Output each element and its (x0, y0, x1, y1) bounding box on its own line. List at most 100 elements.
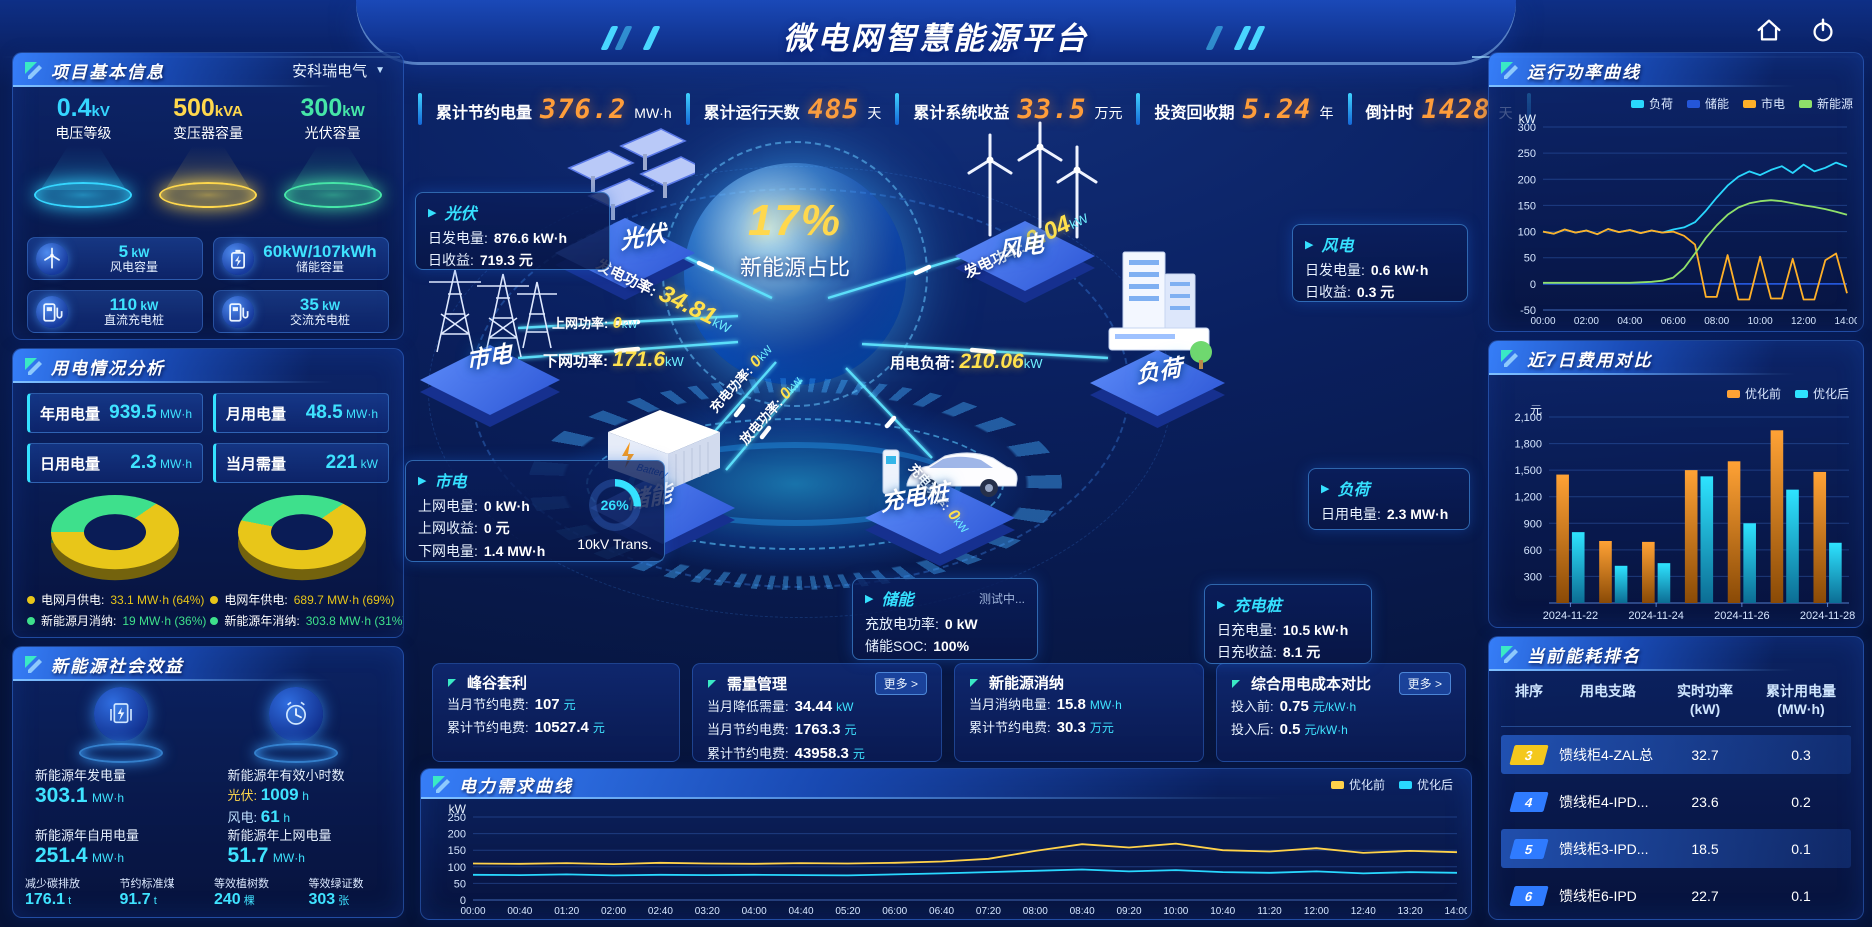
node-load[interactable] (1075, 240, 1240, 430)
capacity-card-body: 60kW/107kWh 储能容量 (260, 242, 380, 275)
capacity-pedestals: 0.4kV 电压等级 500kVA 变压器容量 300kW 光伏容量 (21, 95, 395, 231)
renewable-benefit-panel: 新能源社会效益 (12, 646, 404, 918)
clock-icon (285, 701, 306, 725)
home-icon[interactable] (1754, 16, 1784, 44)
solar-energy-icon (109, 703, 132, 724)
svg-text:200: 200 (448, 829, 466, 841)
svg-text:2,100: 2,100 (1514, 412, 1542, 424)
storage-info-card: ▶ 储能 测试中... 充放电功率: 0 kW 储能SOC: 100% (852, 578, 1038, 660)
capacity-cards: 5 kW 风电容量 60kW/107kWh 储能容量 110 kW 直流充电桩 35 kW 交… (27, 237, 389, 333)
benefit-card-row: 累计节约电费: 43958.3 元 (707, 742, 927, 765)
chevron-right-icon: ▶ (428, 206, 437, 219)
row-label: 当月节约电费: (447, 697, 529, 712)
svg-text:12:00: 12:00 (1304, 906, 1329, 917)
row-value: 0.75 (1279, 698, 1309, 715)
legend-item[interactable]: 市电 (1742, 95, 1785, 112)
legend-item[interactable]: 电网月供电: 33.1 MW·h (64%) (27, 591, 206, 608)
legend-item[interactable]: 电网年供电: 689.7 MW·h (69%) (210, 591, 403, 608)
table-row[interactable]: 5 馈线柜3-IPD... 18.5 0.1 (1501, 829, 1851, 868)
pedestal-cone (164, 146, 251, 191)
more-button[interactable]: 更多 > (874, 672, 927, 695)
legend-item[interactable]: 新能源 (1798, 95, 1853, 112)
row-unit: 元 (563, 698, 576, 712)
benefit-metric-value: 91.7 t (119, 891, 157, 908)
column-header: 排序 (1515, 683, 1543, 699)
wind-turbines-icon (967, 121, 1098, 239)
pv-info-card: ▶ 光伏 日发电量: 876.6 kW·h 日收益: 719.3 元 (415, 192, 610, 270)
legend-item[interactable]: 负荷 (1630, 95, 1673, 112)
usage-chip-value: 939.5 MW·h (109, 402, 192, 423)
chevron-right-icon: ▶ (1305, 238, 1314, 251)
row-label: 当月节约电费: (707, 722, 789, 738)
hours-pedestal (253, 687, 338, 763)
stat-unit: 年 (1319, 104, 1334, 121)
legend-item[interactable]: 优化后 (1398, 776, 1453, 793)
benefit-metric-label: 节约标准煤 (119, 878, 175, 890)
legend-value: 33.1 MW·h (64%) (110, 592, 205, 607)
node-charger[interactable] (840, 412, 1035, 567)
usage-chip: 月用电量 48.5 MW·h (213, 393, 389, 433)
title-decor-right (1205, 26, 1266, 50)
benefit-metric-unit: t (150, 895, 157, 907)
more-button[interactable]: 更多 > (1398, 672, 1451, 695)
benefit-metric-value: 176.1 t (25, 891, 72, 908)
stat-label: 投资回收期 (1154, 104, 1235, 122)
legend-label: 新能源年消纳: (224, 614, 300, 628)
table-row[interactable]: 3 馈线柜4-ZAL总 32.7 0.3 (1501, 735, 1851, 774)
pedestal-base (34, 182, 133, 209)
legend-item[interactable]: 优化前 (1330, 776, 1385, 793)
power-cell: 23.6 (1691, 793, 1719, 810)
table-row[interactable]: 6 馈线柜6-IPD 22.7 0.1 (1501, 876, 1851, 915)
legend-item[interactable]: 新能源年消纳: 303.8 MW·h (31%) (210, 612, 403, 629)
power-icon[interactable] (1808, 16, 1838, 44)
svg-text:00:00: 00:00 (1530, 316, 1555, 327)
renewable-share-gauge: 17% 新能源占比 (692, 196, 898, 282)
usage-chip: 年用电量 939.5 MW·h (27, 393, 203, 433)
legend-item[interactable]: 优化后 (1794, 385, 1849, 402)
svg-text:1,800: 1,800 (1514, 439, 1542, 451)
building-icon (1108, 251, 1212, 369)
node-grid[interactable] (405, 252, 575, 427)
energy-cell: 0.3 (1791, 746, 1811, 763)
status-badge: 测试中... (978, 591, 1025, 606)
legend-label: 优化后 (1812, 387, 1849, 401)
legend-swatch (1742, 99, 1756, 108)
table-row[interactable]: 4 馈线柜4-IPD... 23.6 0.2 (1501, 782, 1851, 821)
rank-badge: 6 (1509, 885, 1549, 906)
benefit-card-row: 投入后: 0.5 元/kW·h (1231, 718, 1451, 741)
svg-text:0: 0 (460, 895, 466, 907)
svg-text:06:40: 06:40 (929, 906, 954, 917)
capacity-card-body: 5 kW 风电容量 (74, 242, 194, 275)
row-label: 当月消纳电量: (969, 697, 1051, 712)
legend-label: 新能源 (1816, 97, 1853, 111)
legend-label: 优化前 (1348, 778, 1385, 792)
branch-cell: 馈线柜4-ZAL总 (1559, 746, 1654, 763)
capacity-value: 60kW/107kWh (263, 241, 377, 261)
column-header: 实时功率 (kW) (1677, 683, 1733, 717)
donut-hole (83, 514, 146, 551)
panel-corner-icon (25, 62, 42, 79)
stat-value: 1428 (1421, 93, 1491, 125)
capacity-card: 5 kW 风电容量 (27, 237, 203, 280)
svg-text:04:40: 04:40 (788, 906, 813, 917)
usage-chip-label: 日用电量 (40, 455, 101, 473)
capacity-card-body: 35 kW 交流充电桩 (260, 295, 380, 328)
row-unit: 万元 (1089, 721, 1114, 736)
wind-info-card: ▶ 风电 日发电量: 0.6 kW·h 日收益: 0.3 元 (1292, 224, 1468, 302)
legend-label: 新能源月消纳: (41, 614, 117, 628)
capacity-unit: kW (137, 298, 159, 313)
panel-corner-icon (25, 358, 42, 375)
svg-text:04:00: 04:00 (742, 906, 767, 917)
rank-cell: 6 (1501, 885, 1557, 906)
svg-text:300: 300 (1524, 571, 1542, 583)
svg-text:0: 0 (1530, 279, 1536, 291)
demand-curve-panel: 电力需求曲线 优化前 优化后 0 50 100 150 200 250 kW 00:00 00:4… (420, 768, 1472, 920)
node-wind[interactable] (935, 115, 1115, 305)
company-select[interactable]: 安科瑞电气 ▼ (292, 60, 385, 81)
stat-divider (1136, 93, 1141, 125)
benefit-card-row: 累计节约电费: 30.3 万元 (969, 716, 1189, 739)
legend-item[interactable]: 新能源月消纳: 19 MW·h (36%) (27, 612, 206, 629)
legend-item[interactable]: 优化前 (1726, 385, 1781, 402)
legend-item[interactable]: 储能 (1686, 95, 1729, 112)
